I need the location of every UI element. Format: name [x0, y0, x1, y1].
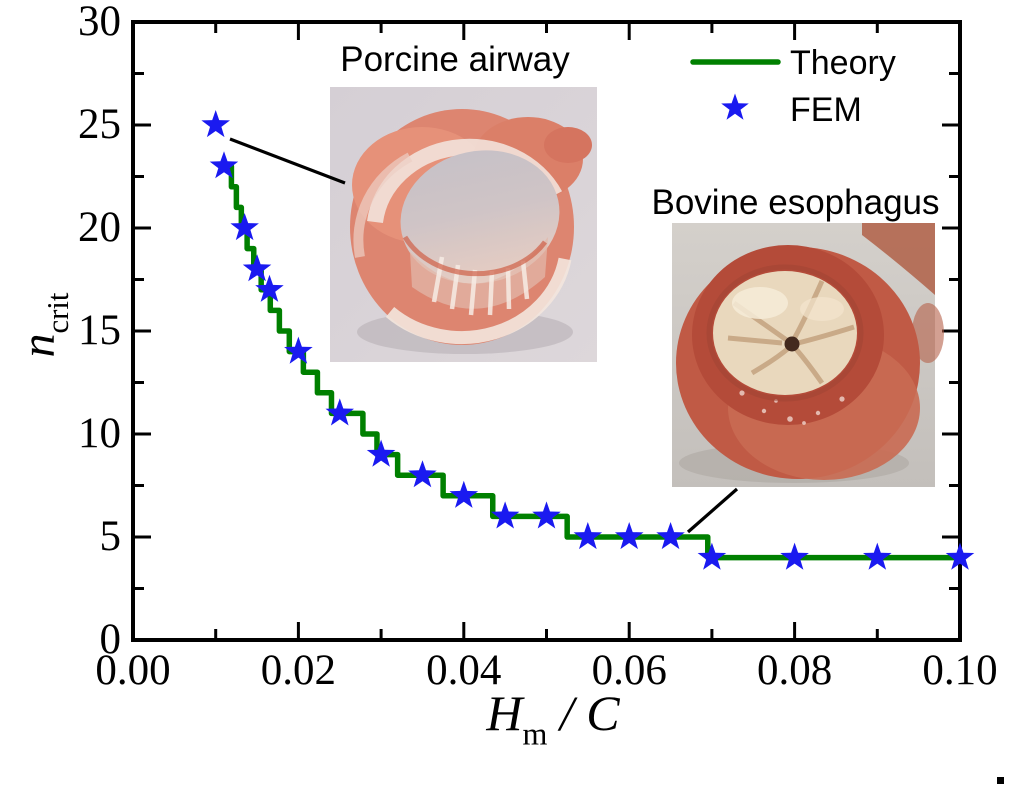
fem-star — [325, 398, 354, 426]
fem-star — [230, 213, 259, 241]
x-tick-label: 0.06 — [591, 647, 667, 694]
fem-star — [656, 522, 685, 550]
porcine-leader-line — [229, 137, 346, 185]
x-axis-label: Hm / C — [378, 684, 728, 749]
fem-star — [614, 522, 644, 550]
y-tick-label: 0 — [99, 616, 122, 663]
fem-star — [490, 501, 520, 529]
x-axis-label-main: H — [486, 685, 523, 741]
fem-star — [945, 542, 975, 570]
y-tick-label: 30 — [78, 0, 121, 45]
x-tick-label: 0.02 — [260, 647, 337, 694]
porcine-airway-label: Porcine airway — [340, 40, 570, 79]
fem-star — [255, 274, 284, 302]
fem-star — [697, 542, 727, 570]
fem-star — [780, 542, 809, 570]
bovine-leader-line — [686, 487, 739, 534]
x-tick-label: 0.00 — [95, 647, 171, 694]
porcine-airway-photo — [330, 87, 597, 362]
bovine-esophagus-photo — [672, 223, 944, 487]
y-tick-label: 10 — [78, 410, 121, 457]
fem-star — [366, 439, 396, 467]
fem-star — [863, 542, 892, 570]
y-tick-label: 20 — [78, 204, 121, 251]
legend-fem-label: FEM — [790, 91, 862, 129]
y-tick-label: 25 — [78, 101, 121, 148]
fem-star — [408, 460, 437, 488]
legend-fem-star — [721, 93, 749, 120]
y-tick-label: 15 — [78, 307, 121, 354]
fem-star — [284, 336, 313, 364]
x-tick-label: 0.04 — [426, 647, 502, 694]
x-tick-label: 0.10 — [922, 647, 998, 694]
y-tick-label: 5 — [99, 513, 122, 560]
fem-star — [449, 480, 479, 508]
page-dot-artifact — [997, 777, 1004, 784]
x-tick-label: 0.08 — [756, 647, 833, 694]
fem-star — [209, 151, 239, 179]
fem-star — [242, 254, 272, 282]
fem-star — [573, 522, 603, 550]
x-axis-label-sep: / — [547, 685, 587, 741]
bovine-esophagus-label: Bovine esophagus — [651, 183, 940, 222]
fem-star — [532, 501, 561, 529]
series-layer — [201, 59, 975, 570]
axes-layer — [131, 20, 962, 642]
legend-theory-label: Theory — [790, 44, 896, 82]
x-axis-label-sub: m — [522, 715, 548, 752]
x-axis-label-tail: C — [586, 685, 620, 741]
fem-star — [201, 110, 230, 138]
